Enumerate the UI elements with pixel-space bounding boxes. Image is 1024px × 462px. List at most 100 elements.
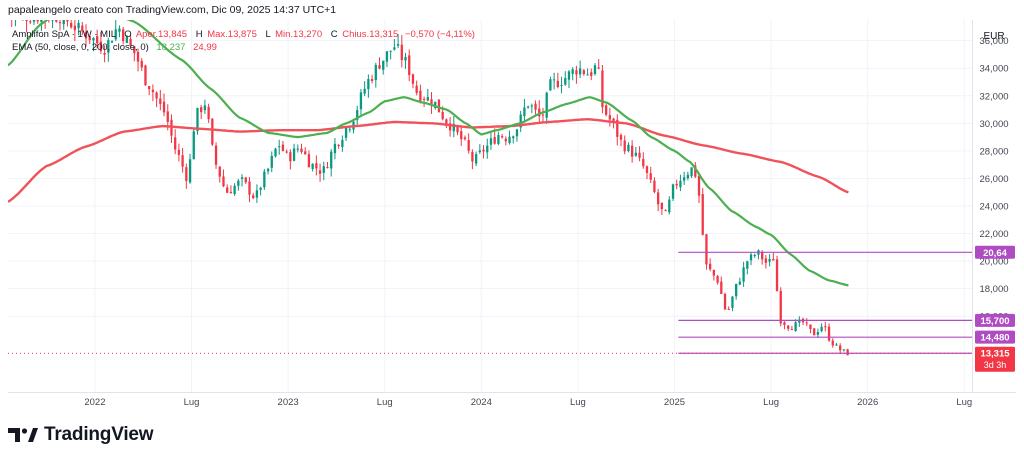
- candle-down[interactable]: [660, 202, 664, 215]
- candle-up[interactable]: [497, 131, 500, 146]
- candle-down[interactable]: [229, 185, 233, 194]
- candle-down[interactable]: [827, 323, 831, 342]
- candle-down[interactable]: [787, 324, 790, 332]
- candle-up[interactable]: [385, 50, 389, 67]
- candle-down[interactable]: [300, 143, 303, 154]
- candle-up[interactable]: [77, 15, 80, 36]
- candle-up[interactable]: [255, 184, 259, 203]
- candle-down[interactable]: [601, 64, 604, 114]
- candle-up[interactable]: [263, 168, 266, 190]
- candle-up[interactable]: [333, 138, 337, 160]
- candle-up[interactable]: [237, 178, 240, 191]
- candle-down[interactable]: [720, 276, 723, 295]
- candle-down[interactable]: [148, 85, 151, 96]
- candle-up[interactable]: [627, 142, 630, 153]
- candle-down[interactable]: [174, 129, 177, 155]
- candle-up[interactable]: [203, 99, 207, 114]
- candle-down[interactable]: [177, 143, 181, 162]
- candle-down[interactable]: [103, 45, 106, 63]
- candle-up[interactable]: [549, 76, 552, 91]
- candle-down[interactable]: [445, 118, 448, 129]
- candle-up[interactable]: [753, 253, 756, 258]
- candle-down[interactable]: [805, 318, 808, 327]
- candle-up[interactable]: [341, 135, 344, 152]
- candle-down[interactable]: [318, 163, 322, 182]
- candle-down[interactable]: [619, 133, 623, 147]
- candle-up[interactable]: [578, 60, 582, 79]
- candle-down[interactable]: [809, 324, 812, 334]
- candle-down[interactable]: [207, 103, 210, 123]
- candle-down[interactable]: [712, 269, 716, 281]
- candle-up[interactable]: [526, 105, 530, 109]
- candle-down[interactable]: [159, 89, 162, 111]
- candle-up[interactable]: [478, 144, 481, 154]
- candle-down[interactable]: [638, 146, 641, 162]
- candle-down[interactable]: [211, 118, 214, 146]
- candle-down[interactable]: [642, 152, 645, 169]
- candle-down[interactable]: [155, 91, 158, 108]
- candle-up[interactable]: [404, 52, 407, 69]
- candle-down[interactable]: [772, 252, 775, 261]
- candle-down[interactable]: [129, 34, 132, 48]
- candle-down[interactable]: [415, 80, 418, 96]
- candle-up[interactable]: [593, 63, 597, 76]
- candle-down[interactable]: [304, 147, 307, 155]
- candle-down[interactable]: [66, 4, 69, 27]
- candle-up[interactable]: [92, 37, 95, 52]
- candle-up[interactable]: [311, 163, 314, 172]
- candle-up[interactable]: [679, 174, 682, 192]
- candles[interactable]: [7, 4, 849, 356]
- candle-up[interactable]: [356, 105, 359, 126]
- candle-up[interactable]: [233, 183, 236, 196]
- candle-down[interactable]: [285, 149, 288, 154]
- candle-up[interactable]: [489, 132, 493, 150]
- candle-up[interactable]: [367, 74, 370, 98]
- candle-down[interactable]: [538, 100, 541, 124]
- candle-up[interactable]: [125, 35, 129, 44]
- candle-up[interactable]: [564, 71, 567, 86]
- candle-down[interactable]: [99, 31, 103, 54]
- candle-down[interactable]: [839, 343, 842, 354]
- candle-up[interactable]: [32, 9, 36, 25]
- candle-up[interactable]: [240, 174, 244, 187]
- candle-up[interactable]: [735, 283, 738, 300]
- candle-down[interactable]: [81, 21, 84, 36]
- candle-up[interactable]: [686, 171, 690, 181]
- candle-down[interactable]: [36, 9, 39, 24]
- candle-down[interactable]: [846, 348, 849, 356]
- candle-down[interactable]: [370, 74, 374, 84]
- candle-down[interactable]: [675, 179, 678, 190]
- candle-up[interactable]: [382, 60, 385, 75]
- candle-up[interactable]: [486, 138, 489, 159]
- candle-up[interactable]: [798, 316, 801, 327]
- candle-down[interactable]: [664, 209, 667, 212]
- candle-down[interactable]: [96, 29, 99, 49]
- candle-down[interactable]: [25, 5, 28, 33]
- candle-down[interactable]: [697, 173, 701, 204]
- candle-up[interactable]: [292, 143, 296, 162]
- candle-down[interactable]: [408, 49, 411, 82]
- candle-down[interactable]: [831, 338, 834, 348]
- candle-up[interactable]: [196, 107, 199, 135]
- candle-up[interactable]: [192, 128, 195, 160]
- candle-up[interactable]: [389, 50, 392, 60]
- candle-up[interactable]: [742, 261, 745, 287]
- candle-down[interactable]: [430, 92, 433, 114]
- candle-down[interactable]: [649, 166, 652, 183]
- candle-down[interactable]: [471, 149, 474, 170]
- candle-down[interactable]: [419, 84, 422, 104]
- candle-down[interactable]: [500, 133, 504, 139]
- candle-up[interactable]: [560, 76, 563, 94]
- candle-down[interactable]: [162, 93, 166, 117]
- candle-down[interactable]: [575, 65, 578, 84]
- candle-down[interactable]: [463, 135, 467, 141]
- ema-label[interactable]: EMA (50, close, 0, 200, close, 0): [12, 42, 149, 53]
- candle-down[interactable]: [289, 149, 292, 170]
- candle-down[interactable]: [218, 166, 221, 183]
- candle-up[interactable]: [114, 20, 117, 41]
- candle-down[interactable]: [88, 35, 91, 45]
- candle-down[interactable]: [144, 64, 147, 86]
- candle-up[interactable]: [14, 11, 16, 27]
- candle-down[interactable]: [608, 107, 612, 127]
- candle-up[interactable]: [426, 88, 429, 102]
